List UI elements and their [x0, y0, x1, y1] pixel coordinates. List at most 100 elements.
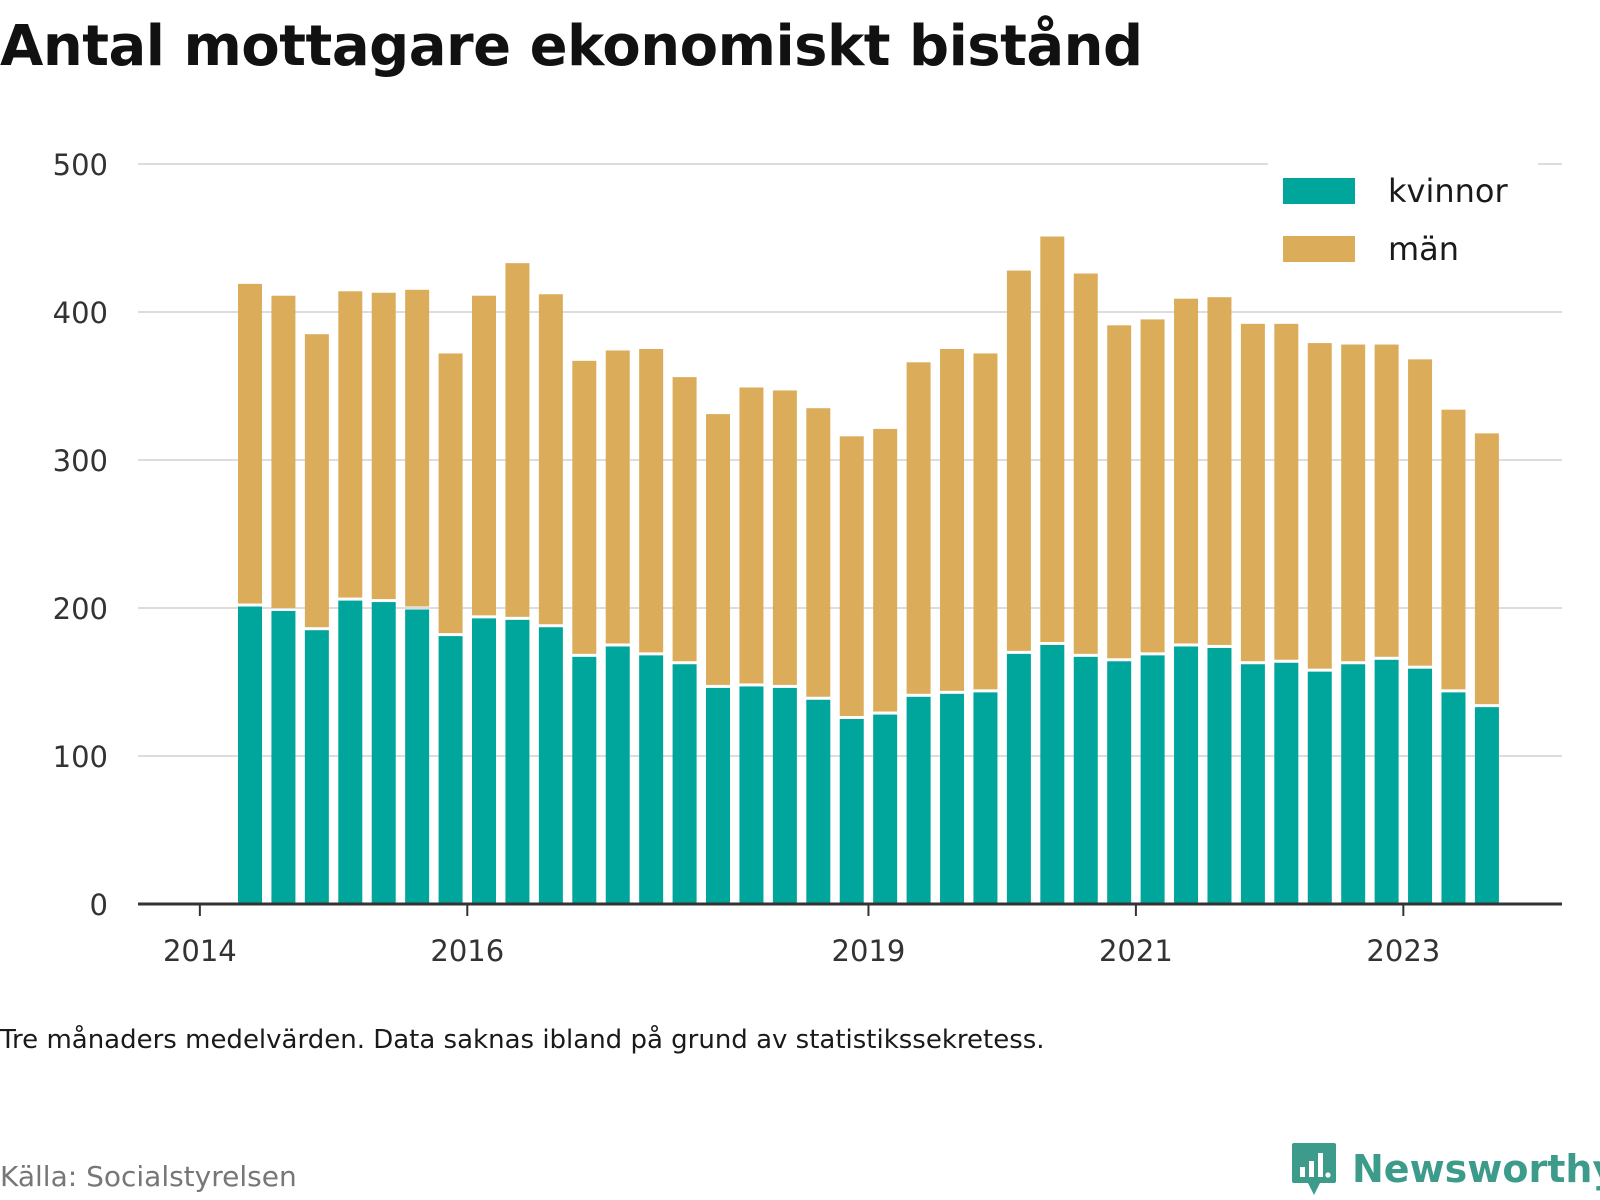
- bar-group: [873, 428, 898, 904]
- y-tick-label: 300: [53, 444, 108, 478]
- y-tick-label: 100: [53, 740, 108, 774]
- bar-kvinnor: [1006, 653, 1031, 904]
- bar-man: [839, 436, 864, 716]
- bar-kvinnor: [1207, 647, 1232, 904]
- bar-man: [1408, 359, 1433, 666]
- bar-kvinnor: [739, 686, 764, 904]
- bar-group: [438, 353, 463, 904]
- bar-man: [1140, 319, 1165, 653]
- bar-man: [906, 362, 931, 694]
- bar-man: [438, 353, 463, 634]
- bar-group: [1073, 273, 1098, 904]
- bar-kvinnor: [973, 692, 998, 904]
- bar-man: [1207, 297, 1232, 645]
- bar-kvinnor: [405, 609, 430, 904]
- bar-group: [1408, 359, 1433, 904]
- x-tick-label: 2021: [1099, 934, 1173, 968]
- bar-kvinnor: [1140, 655, 1165, 904]
- bar-man: [1006, 270, 1031, 651]
- bar-man: [873, 428, 898, 712]
- bar-group: [739, 387, 764, 904]
- bar-group: [472, 295, 497, 904]
- bar-kvinnor: [1274, 662, 1299, 904]
- bar-man: [672, 377, 697, 662]
- bar-kvinnor: [1307, 671, 1332, 904]
- bar-group: [405, 289, 430, 904]
- bar-group: [1006, 270, 1031, 904]
- bar-group: [672, 377, 697, 904]
- bar-group: [806, 408, 831, 904]
- bar-man: [505, 263, 530, 617]
- x-tick-label: 2019: [832, 934, 906, 968]
- bar-man: [371, 292, 396, 600]
- bar-kvinnor: [873, 714, 898, 904]
- bar-kvinnor: [639, 655, 664, 904]
- bar-kvinnor: [1374, 659, 1399, 904]
- legend-label: män: [1388, 230, 1459, 268]
- bar-man: [338, 291, 363, 598]
- bar-group: [1274, 323, 1299, 904]
- bar-kvinnor: [1408, 668, 1433, 904]
- bar-group: [973, 353, 998, 904]
- bar-kvinnor: [672, 664, 697, 904]
- legend-swatch-kvinnor: [1283, 178, 1355, 204]
- bar-group: [338, 291, 363, 904]
- bar-man: [940, 349, 965, 691]
- bar-man: [1341, 344, 1366, 662]
- bar-man: [1374, 344, 1399, 657]
- x-axis: 2014 2016 2019 2021 2023: [138, 902, 1562, 968]
- bar-kvinnor: [906, 696, 931, 904]
- bar-kvinnor: [1107, 661, 1132, 904]
- bar-kvinnor: [806, 699, 831, 904]
- bar-kvinnor: [238, 606, 262, 904]
- chart-title: Antal mottagare ekonomiskt bistånd: [0, 14, 1143, 79]
- legend-label: kvinnor: [1388, 172, 1509, 210]
- bar-kvinnor: [371, 602, 396, 904]
- bar-kvinnor: [1441, 692, 1466, 904]
- bar-group: [271, 295, 296, 904]
- bar-kvinnor: [438, 636, 463, 904]
- bar-kvinnor: [338, 600, 363, 904]
- bar-man: [739, 387, 764, 684]
- bar-group: [1374, 344, 1399, 904]
- bar-group: [940, 349, 965, 904]
- brand-name: Newsworthy: [1352, 1147, 1600, 1191]
- bars: [238, 236, 1499, 904]
- bar-group: [1040, 236, 1065, 904]
- bar-kvinnor: [706, 687, 731, 904]
- bar-man: [605, 350, 630, 644]
- bar-man: [806, 408, 831, 697]
- bar-kvinnor: [304, 630, 329, 904]
- bar-man: [472, 295, 497, 616]
- bar-man: [1441, 409, 1466, 690]
- source-label: Källa: Socialstyrelsen: [0, 1160, 297, 1193]
- bar-group: [706, 414, 731, 904]
- bar-group: [839, 436, 864, 904]
- bar-group: [639, 349, 664, 904]
- bar-man: [1174, 298, 1199, 644]
- legend-swatch-män: [1283, 236, 1355, 262]
- bar-kvinnor: [505, 619, 530, 904]
- bar-group: [1240, 323, 1265, 904]
- x-tick-label: 2016: [430, 934, 504, 968]
- x-tick-label: 2023: [1366, 934, 1440, 968]
- bar-kvinnor: [839, 719, 864, 904]
- bar-man: [1073, 273, 1098, 654]
- legend: kvinnor män: [1268, 163, 1538, 283]
- x-tick-label: 2014: [163, 934, 237, 968]
- bar-kvinnor: [1040, 645, 1065, 904]
- bar-kvinnor: [1474, 707, 1499, 904]
- bar-kvinnor: [538, 627, 563, 904]
- newsworthy-logo: Newsworthy: [1290, 1140, 1600, 1198]
- bar-group: [906, 362, 931, 904]
- bar-group: [605, 350, 630, 904]
- bar-group: [538, 294, 563, 904]
- bar-kvinnor: [271, 610, 296, 904]
- bar-kvinnor: [1240, 664, 1265, 904]
- bar-group: [1207, 297, 1232, 904]
- bar-man: [304, 334, 329, 628]
- bar-group: [1174, 298, 1199, 904]
- bar-group: [371, 292, 396, 904]
- stacked-bar-chart: 0 100 200 300 400 500 2014 2016 2019 2021 2023 kv…: [53, 148, 1562, 968]
- bar-kvinnor: [1174, 646, 1199, 904]
